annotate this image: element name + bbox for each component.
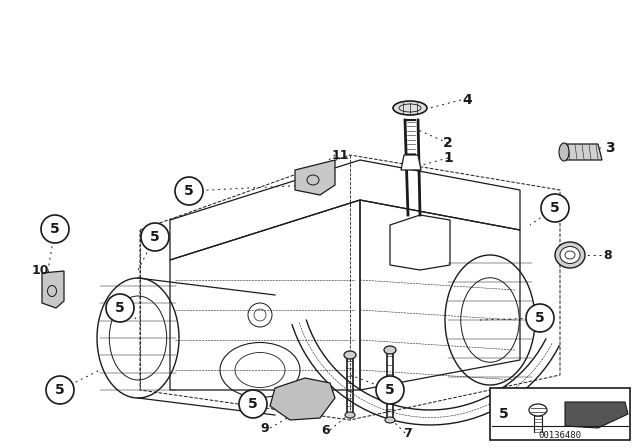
Circle shape [376, 376, 404, 404]
Polygon shape [565, 402, 628, 428]
Ellipse shape [555, 242, 585, 268]
Ellipse shape [393, 101, 427, 115]
Text: 5: 5 [248, 397, 258, 411]
Polygon shape [295, 160, 335, 195]
Ellipse shape [559, 143, 569, 161]
Text: 5: 5 [385, 383, 395, 397]
Text: 7: 7 [404, 426, 412, 439]
Circle shape [106, 294, 134, 322]
Text: 8: 8 [604, 249, 612, 262]
Polygon shape [401, 155, 421, 170]
Text: 5: 5 [550, 201, 560, 215]
Text: 10: 10 [31, 263, 49, 276]
Text: 1: 1 [443, 151, 453, 165]
Text: 5: 5 [499, 407, 509, 421]
Text: 5: 5 [115, 301, 125, 315]
Ellipse shape [385, 417, 395, 423]
Polygon shape [562, 144, 602, 160]
Text: 5: 5 [150, 230, 160, 244]
Circle shape [239, 390, 267, 418]
Ellipse shape [345, 412, 355, 418]
Ellipse shape [560, 246, 580, 263]
Polygon shape [270, 378, 335, 420]
Circle shape [541, 194, 569, 222]
Text: 3: 3 [605, 141, 615, 155]
Text: 9: 9 [260, 422, 269, 435]
Circle shape [175, 177, 203, 205]
Text: 5: 5 [50, 222, 60, 236]
Text: 11: 11 [332, 148, 349, 161]
Ellipse shape [529, 404, 547, 416]
Ellipse shape [344, 351, 356, 359]
Circle shape [526, 304, 554, 332]
Text: 4: 4 [462, 93, 472, 107]
Text: 00136480: 00136480 [538, 431, 582, 439]
FancyBboxPatch shape [490, 388, 630, 440]
Text: 5: 5 [535, 311, 545, 325]
Text: 5: 5 [184, 184, 194, 198]
Polygon shape [42, 271, 64, 308]
Circle shape [141, 223, 169, 251]
Text: 2: 2 [443, 136, 453, 150]
Ellipse shape [384, 346, 396, 354]
Circle shape [46, 376, 74, 404]
Text: 5: 5 [55, 383, 65, 397]
Text: 6: 6 [322, 423, 330, 436]
Circle shape [41, 215, 69, 243]
